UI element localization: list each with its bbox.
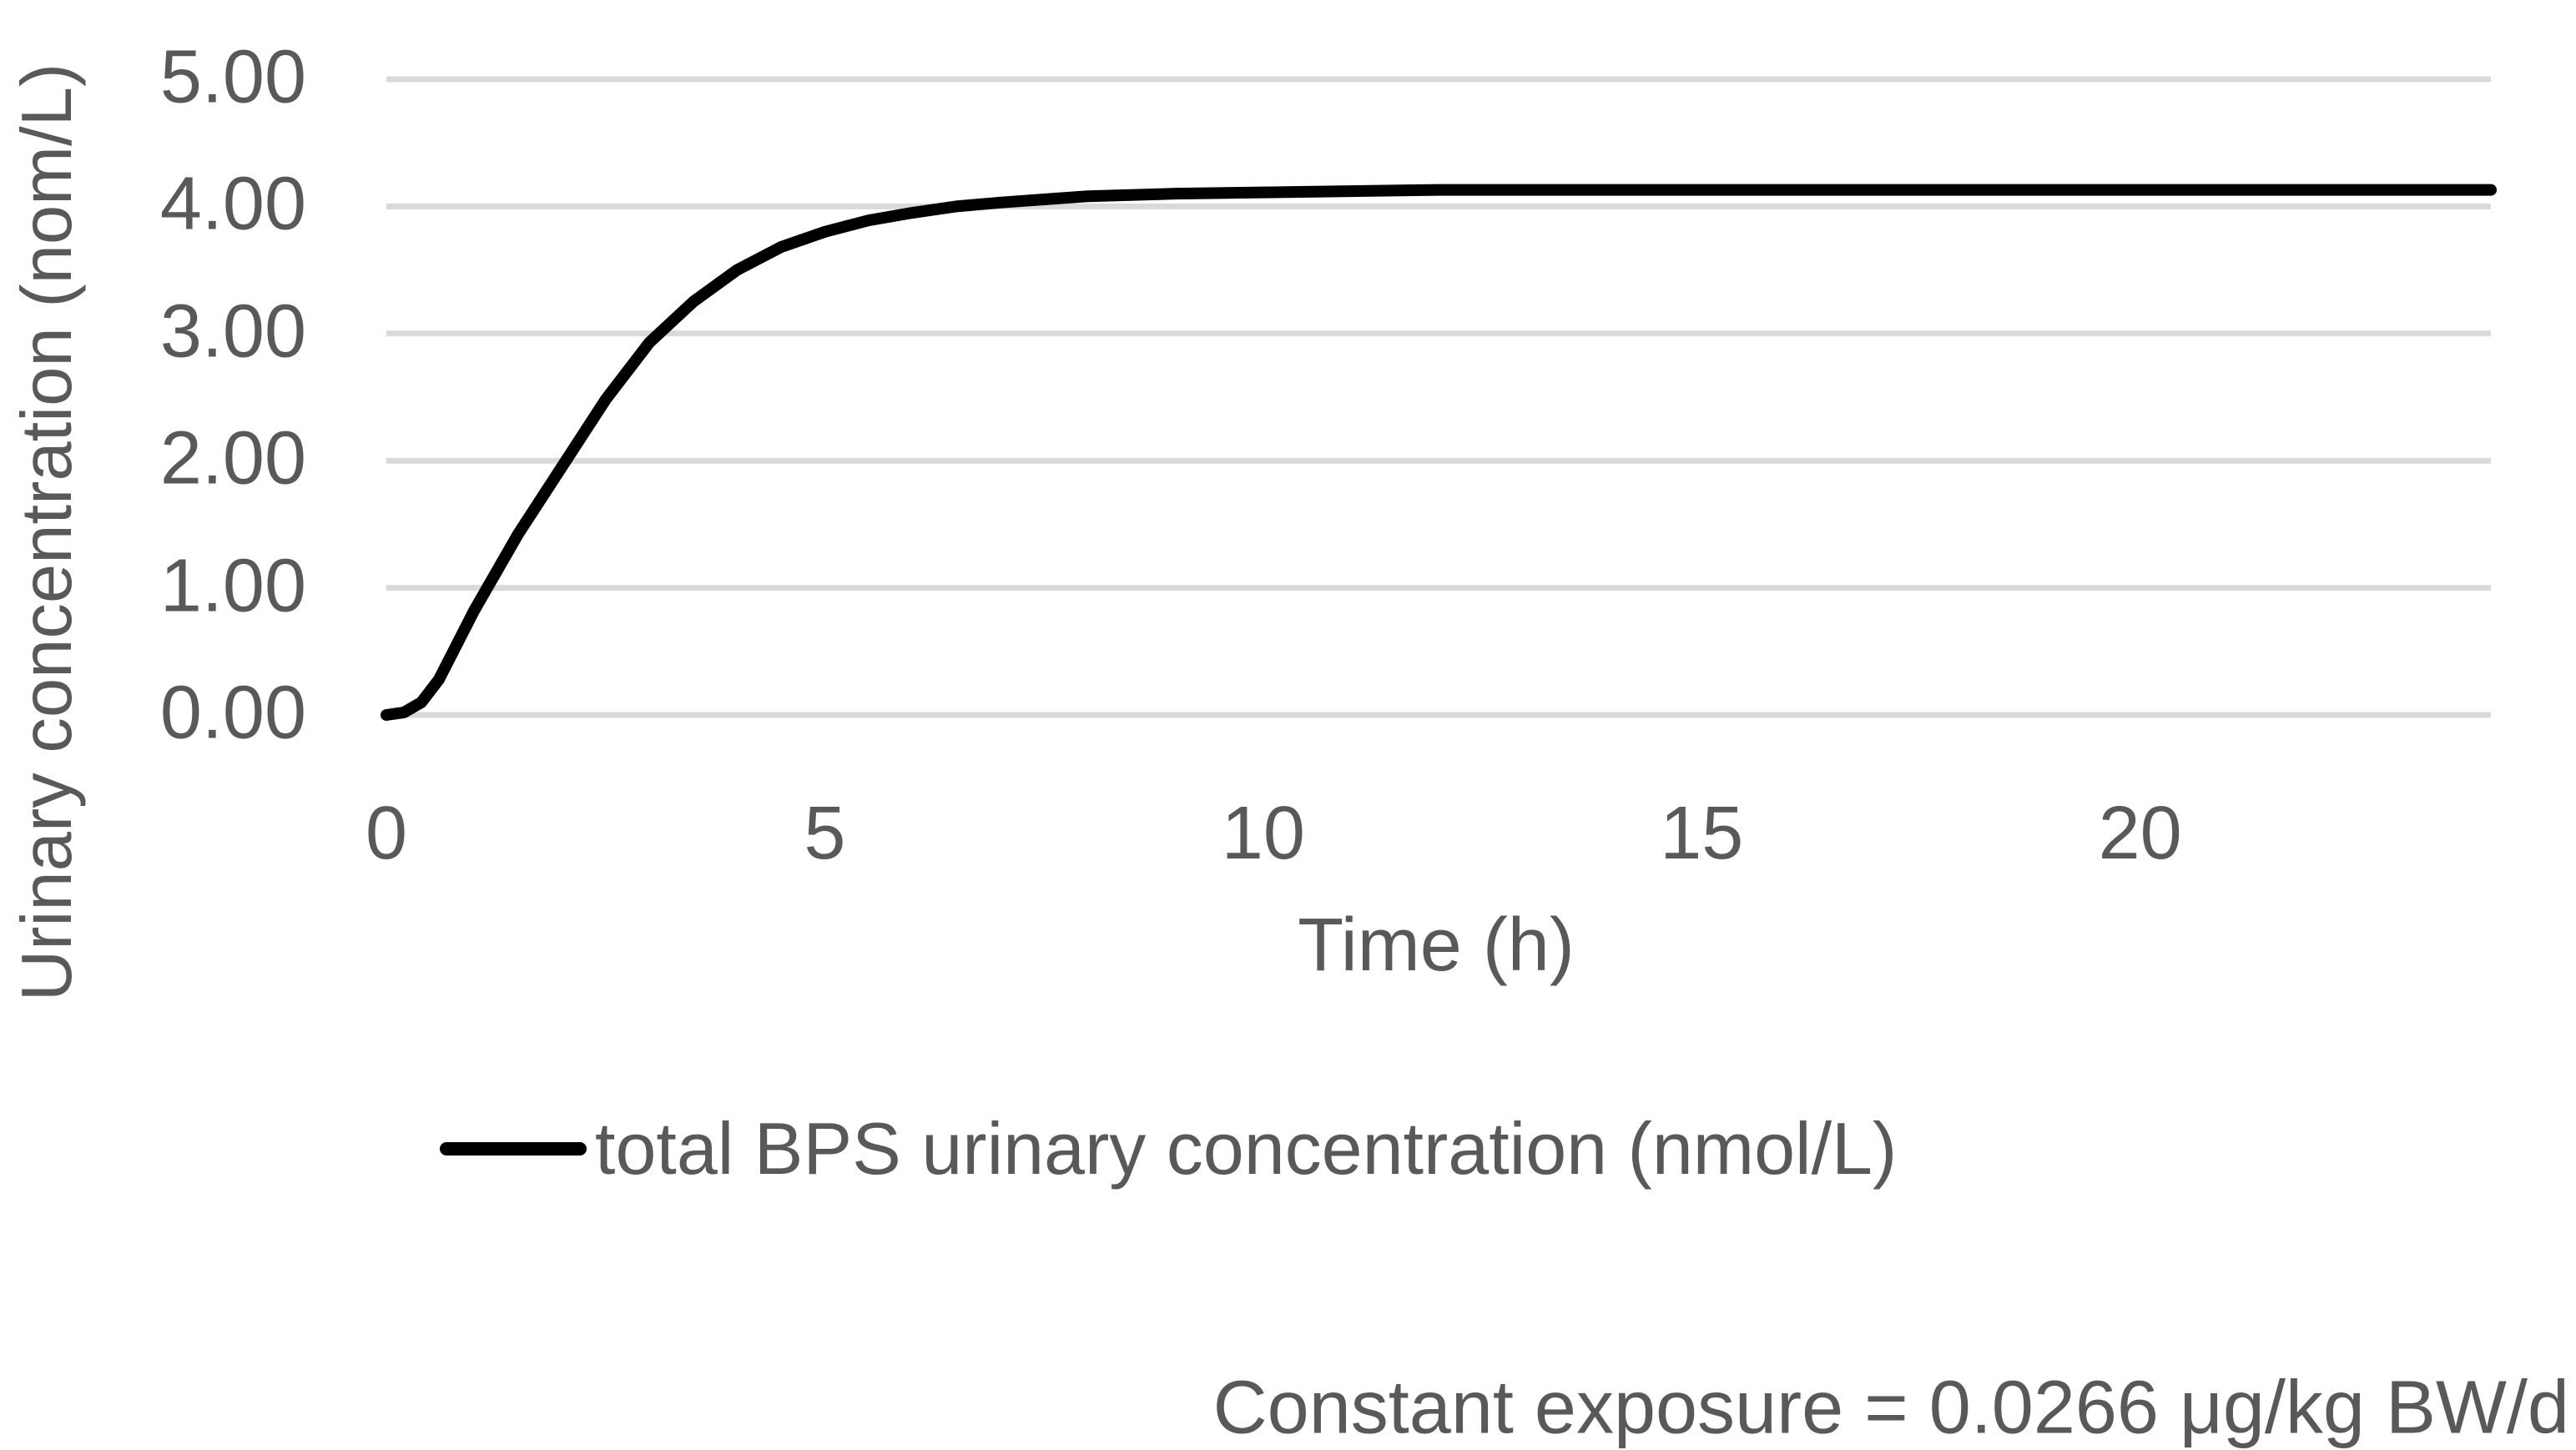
series-line-group xyxy=(381,184,2497,721)
x-tick-label: 10 xyxy=(1221,792,1305,875)
y-tick-label: 0.00 xyxy=(159,671,306,755)
y-tick-label: 2.00 xyxy=(159,416,306,501)
exposure-annotation: Constant exposure = 0.0266 μg/kg BW/d xyxy=(1212,1366,2569,1450)
legend: total BPS urinary concentration (nmol/L) xyxy=(440,1106,1897,1191)
y-tick-label: 4.00 xyxy=(159,162,306,246)
y-tick-label: 1.00 xyxy=(159,544,306,628)
legend-label: total BPS urinary concentration (nmol/L) xyxy=(595,1107,1898,1190)
x-tick-label: 0 xyxy=(365,792,408,875)
y-tick-label: 5.00 xyxy=(159,35,306,119)
y-axis-title: Urinary concentration (nom/L) xyxy=(8,63,87,1002)
legend-line-sample xyxy=(440,1142,587,1155)
x-tick-label: 15 xyxy=(1660,792,1744,875)
y-tick-label: 3.00 xyxy=(159,289,306,374)
gridlines xyxy=(386,76,2491,718)
series-line xyxy=(381,184,2497,721)
x-axis-title: Time (h) xyxy=(1298,904,1575,987)
x-tick-label: 5 xyxy=(804,792,846,875)
x-tick-label: 20 xyxy=(2098,792,2182,875)
